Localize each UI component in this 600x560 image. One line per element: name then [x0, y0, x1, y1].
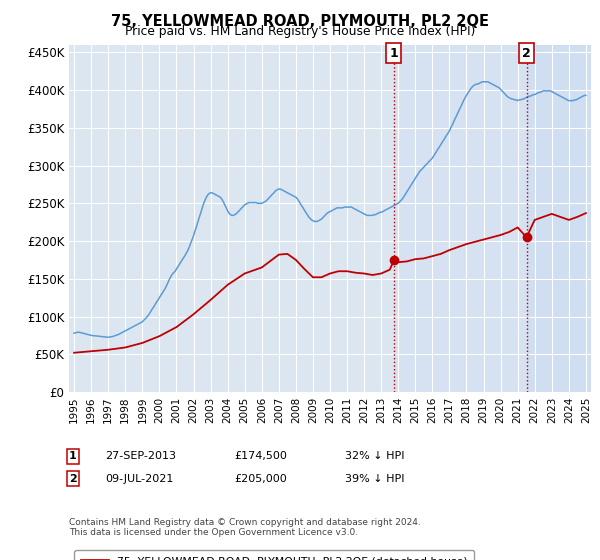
Text: 39% ↓ HPI: 39% ↓ HPI — [345, 474, 404, 484]
Text: 27-SEP-2013: 27-SEP-2013 — [105, 451, 176, 461]
Text: £174,500: £174,500 — [234, 451, 287, 461]
Text: 1: 1 — [389, 46, 398, 59]
Text: £205,000: £205,000 — [234, 474, 287, 484]
Text: 1: 1 — [69, 451, 77, 461]
Legend: 75, YELLOWMEAD ROAD, PLYMOUTH, PL2 2QE (detached house), HPI: Average price, det: 75, YELLOWMEAD ROAD, PLYMOUTH, PL2 2QE (… — [74, 549, 474, 560]
Bar — [394, 45, 591, 392]
Text: 75, YELLOWMEAD ROAD, PLYMOUTH, PL2 2QE: 75, YELLOWMEAD ROAD, PLYMOUTH, PL2 2QE — [111, 14, 489, 29]
Text: 32% ↓ HPI: 32% ↓ HPI — [345, 451, 404, 461]
Text: Contains HM Land Registry data © Crown copyright and database right 2024.
This d: Contains HM Land Registry data © Crown c… — [69, 518, 421, 538]
Bar — [527, 45, 591, 392]
Text: 2: 2 — [69, 474, 77, 484]
Text: Price paid vs. HM Land Registry's House Price Index (HPI): Price paid vs. HM Land Registry's House … — [125, 25, 475, 38]
Text: 2: 2 — [522, 46, 531, 59]
Text: 09-JUL-2021: 09-JUL-2021 — [105, 474, 173, 484]
